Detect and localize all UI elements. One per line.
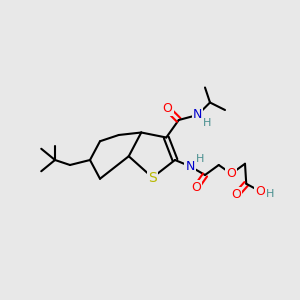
Text: H: H bbox=[196, 154, 204, 164]
Text: O: O bbox=[191, 181, 201, 194]
Text: O: O bbox=[255, 185, 265, 198]
Text: O: O bbox=[231, 188, 241, 202]
Text: H: H bbox=[266, 189, 274, 199]
Text: H: H bbox=[203, 118, 212, 128]
Text: N: N bbox=[185, 160, 195, 173]
Text: S: S bbox=[148, 170, 157, 184]
Text: N: N bbox=[193, 109, 202, 122]
Text: O: O bbox=[226, 167, 236, 180]
Text: O: O bbox=[163, 102, 172, 115]
